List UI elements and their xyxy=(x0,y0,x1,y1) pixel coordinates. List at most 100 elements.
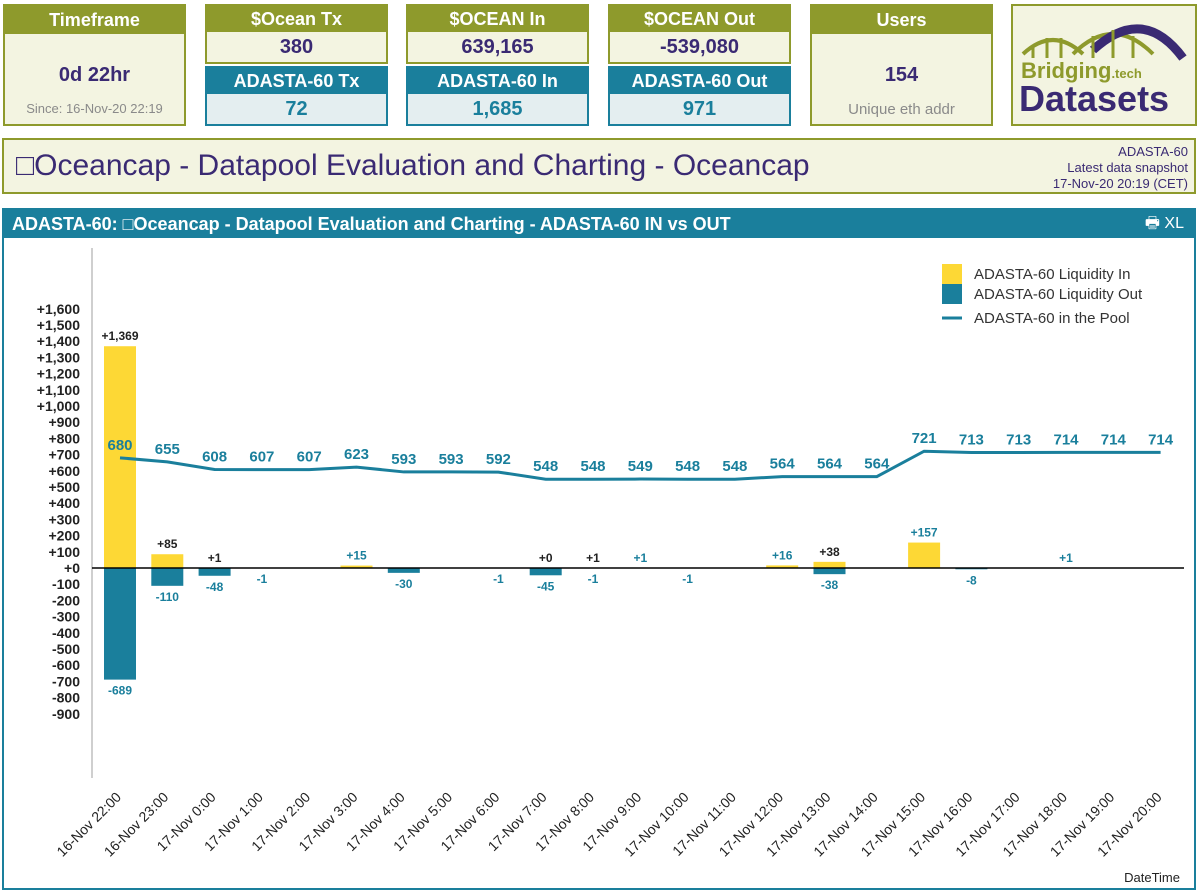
pool-value-label: 713 xyxy=(959,431,984,448)
snapshot-time: 17-Nov-20 20:19 (CET) xyxy=(1052,176,1188,191)
y-tick-label: +500 xyxy=(48,479,80,495)
print-excel-icons[interactable]: 🖶 XL xyxy=(1144,215,1184,232)
users-card: Users 154 Unique eth addr xyxy=(810,4,993,126)
y-tick-label: +900 xyxy=(48,414,80,430)
bar-out-label: -8 xyxy=(966,573,977,587)
pool-value-label: 721 xyxy=(912,430,937,447)
bar-out-label: -1 xyxy=(493,572,504,586)
bar-out-label: -45 xyxy=(537,579,555,593)
y-tick-label: +1,400 xyxy=(37,333,80,349)
bar-out-label: -689 xyxy=(108,684,132,698)
ocean-in-top: $OCEAN In 639,165 xyxy=(406,4,589,64)
bar-out xyxy=(151,568,184,586)
legend-swatch-in xyxy=(942,264,962,284)
snapshot-label: Latest data snapshot xyxy=(1067,160,1188,175)
logo-tech-text: .tech xyxy=(1111,66,1142,81)
pool-value-label: 548 xyxy=(580,458,605,475)
y-tick-label: +800 xyxy=(48,430,80,446)
pool-value-label: 564 xyxy=(864,456,890,473)
pool-value-label: 549 xyxy=(628,458,653,475)
y-tick-label: +200 xyxy=(48,528,80,544)
legend-label-in: ADASTA-60 Liquidity In xyxy=(974,266,1130,283)
pool-value-label: 680 xyxy=(107,437,132,454)
adasta-out-box: ADASTA-60 Out 971 xyxy=(608,66,791,126)
bar-out xyxy=(813,568,846,575)
pool-value-label: 548 xyxy=(722,458,747,475)
y-tick-label: -200 xyxy=(52,592,80,608)
adasta-tx-box: ADASTA-60 Tx 72 xyxy=(205,66,388,126)
users-title: Users xyxy=(812,6,991,34)
legend-swatch-out xyxy=(942,284,962,304)
pool-value-label: 593 xyxy=(391,451,416,468)
bar-in-label: +1,369 xyxy=(101,329,138,343)
y-tick-label: +0 xyxy=(64,560,80,576)
y-tick-label: +400 xyxy=(48,495,80,511)
bar-in-label: +38 xyxy=(819,545,840,559)
y-tick-label: -100 xyxy=(52,576,80,592)
timeframe-title: Timeframe xyxy=(5,6,184,34)
y-tick-label: +1,100 xyxy=(37,382,80,398)
y-tick-label: -600 xyxy=(52,657,80,673)
y-tick-label: +600 xyxy=(48,463,80,479)
ocean-out-value: -539,080 xyxy=(660,36,739,58)
y-tick-label: -900 xyxy=(52,706,80,722)
snapshot-info: ADASTA-60 Latest data snapshot 17-Nov-20… xyxy=(1053,144,1188,192)
y-tick-label: -700 xyxy=(52,673,80,689)
ocean-tx-title: $Ocean Tx xyxy=(207,6,386,32)
timeframe-value: 0d 22hr xyxy=(58,64,131,86)
users-value: 154 xyxy=(884,64,919,86)
logo-graphic xyxy=(1021,24,1187,61)
pool-value-label: 607 xyxy=(297,449,322,466)
y-tick-label: +300 xyxy=(48,511,80,527)
logo-datasets: Datasets xyxy=(1019,78,1170,119)
bar-out-label: -48 xyxy=(206,580,224,594)
adasta-out-value: 971 xyxy=(682,98,717,120)
users-sub: Unique eth addr xyxy=(848,101,955,118)
pool-value-label: 714 xyxy=(1053,431,1079,448)
bar-in-label: +157 xyxy=(911,526,938,540)
bar-in xyxy=(766,565,799,568)
logo-bridging: Bridging.tech xyxy=(1021,58,1142,84)
pool-value-label: 548 xyxy=(533,458,558,475)
bar-in xyxy=(151,554,184,568)
bar-out xyxy=(387,568,420,573)
pool-value-label: 655 xyxy=(155,441,180,458)
bar-out-label: -1 xyxy=(682,572,693,586)
y-tick-label: +1,500 xyxy=(37,317,80,333)
chart-header: ADASTA-60: □Oceancap - Datapool Evaluati… xyxy=(4,210,1194,238)
bar-out-label: -38 xyxy=(821,578,839,592)
timeframe-since: Since: 16-Nov-20 22:19 xyxy=(26,101,163,116)
x-axis-label: DateTime xyxy=(1124,870,1180,885)
bar-in xyxy=(908,542,941,568)
bar-in xyxy=(104,346,136,568)
y-tick-label: +1,200 xyxy=(37,366,80,382)
page-title: □Oceancap - Datapool Evaluation and Char… xyxy=(16,149,810,182)
pool-value-label: 593 xyxy=(439,451,464,468)
bar-out xyxy=(104,568,136,680)
y-tick-label: -300 xyxy=(52,609,80,625)
logo-arch-3 xyxy=(1089,24,1187,61)
legend-label-line: ADASTA-60 in the Pool xyxy=(974,310,1130,327)
bar-out-label: -110 xyxy=(156,590,180,604)
ocean-out-card: $OCEAN Out -539,080 ADASTA-60 Out 971 xyxy=(608,4,791,126)
bar-out xyxy=(529,568,562,576)
ocean-out-top: $OCEAN Out -539,080 xyxy=(608,4,791,64)
ocean-tx-top: $Ocean Tx 380 xyxy=(205,4,388,64)
pool-value-label: 564 xyxy=(770,456,796,473)
y-tick-label: +100 xyxy=(48,544,80,560)
ocean-in-title: $OCEAN In xyxy=(408,6,587,32)
adasta-in-box: ADASTA-60 In 1,685 xyxy=(406,66,589,126)
bar-in-label: +1 xyxy=(586,551,600,565)
y-tick-label: -800 xyxy=(52,690,80,706)
y-tick-label: -400 xyxy=(52,625,80,641)
bar-in-label: +1 xyxy=(1059,551,1073,565)
logo-bridging-text: Bridging xyxy=(1021,58,1112,83)
ocean-in-value: 639,165 xyxy=(461,36,534,58)
adasta-tx-value: 72 xyxy=(285,98,308,120)
bar-in-label: +15 xyxy=(346,549,367,563)
pool-value-label: 564 xyxy=(817,456,843,473)
chart-panel: ADASTA-60: □Oceancap - Datapool Evaluati… xyxy=(2,208,1196,890)
ocean-in-card: $OCEAN In 639,165 ADASTA-60 In 1,685 xyxy=(406,4,589,126)
bar-out-label: -1 xyxy=(588,572,599,586)
y-tick-label: +1,600 xyxy=(37,301,80,317)
